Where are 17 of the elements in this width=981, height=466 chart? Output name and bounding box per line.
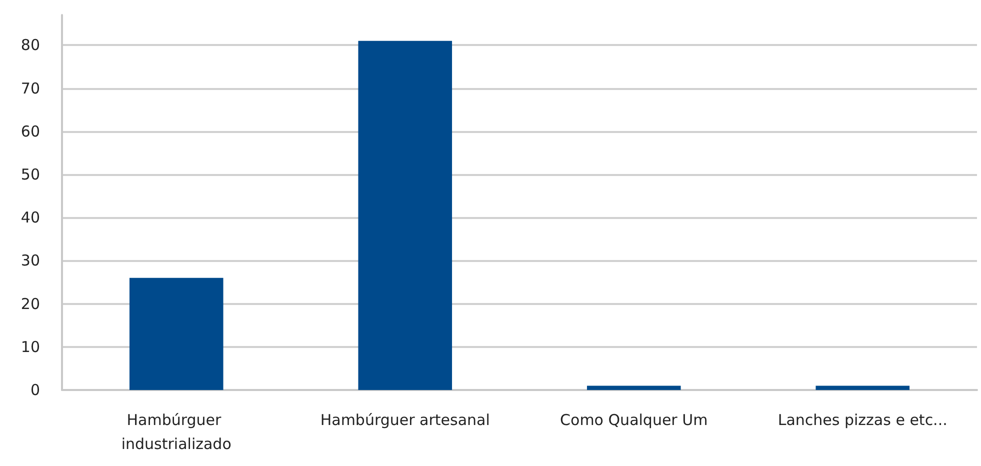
bar (129, 278, 224, 390)
y-tick-label: 0 (30, 381, 40, 399)
x-tick-label: Lanches pizzas e etc... (778, 411, 948, 429)
y-tick-label: 10 (20, 338, 40, 356)
y-tick-label: 70 (20, 79, 40, 98)
bar (358, 40, 452, 390)
y-tick-label: 30 (20, 252, 40, 270)
y-tick-label: 50 (20, 165, 40, 184)
bar (586, 386, 681, 390)
bar (816, 386, 910, 390)
y-tick-label: 20 (20, 294, 40, 313)
y-tick-label: 60 (20, 122, 40, 140)
y-tick-label: 40 (20, 208, 40, 227)
x-tick-label: Como Qualquer Um (560, 411, 708, 429)
x-tick-label: Hambúrguer artesanal (320, 411, 490, 429)
x-tick-label: Hambúrguer industrializado (121, 411, 232, 453)
y-tick-label: 80 (20, 36, 40, 54)
